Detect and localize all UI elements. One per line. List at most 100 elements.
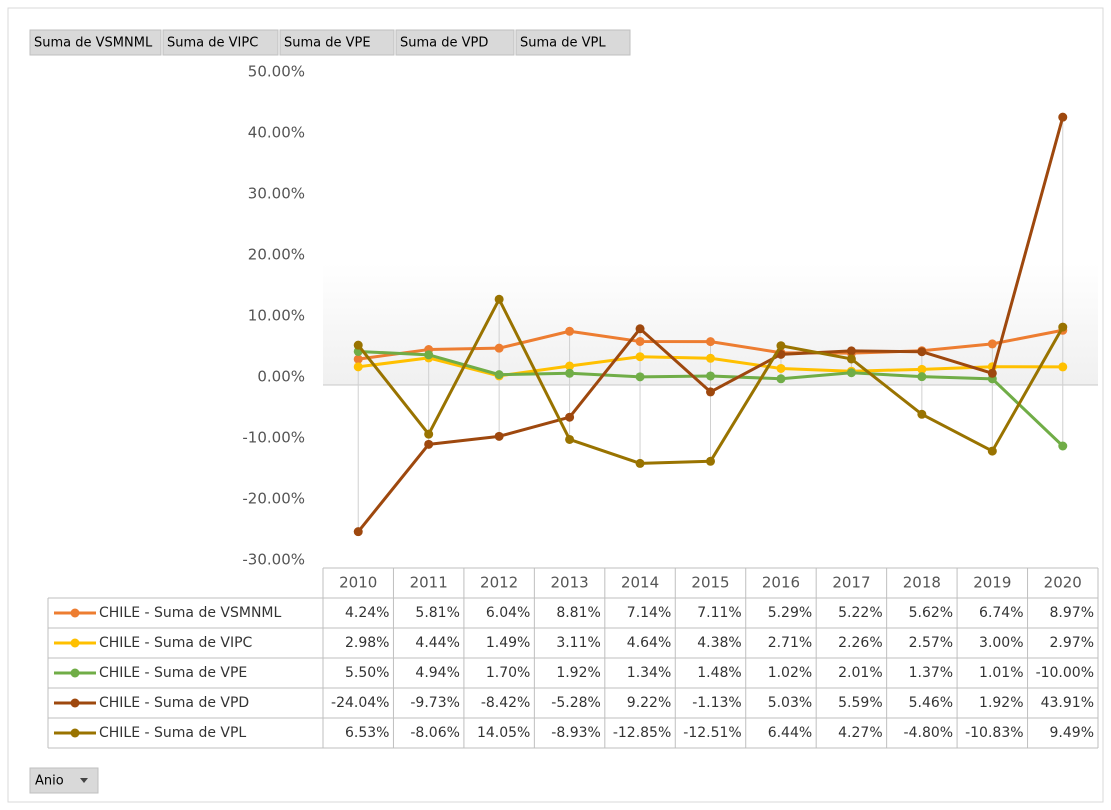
table-value: -4.80% [904, 725, 954, 741]
table-value: 2.26% [838, 635, 882, 651]
table-value: -8.93% [551, 725, 601, 741]
x-tick-label: 2011 [410, 574, 448, 592]
table-value: 9.49% [1050, 725, 1094, 741]
y-tick-label: 50.00% [248, 63, 305, 81]
table-value: 1.49% [486, 635, 530, 651]
dropdown-arrow [80, 778, 88, 783]
table-value: 5.62% [909, 605, 953, 621]
table-value: -10.83% [965, 725, 1023, 741]
row-field-button[interactable] [29, 767, 99, 794]
table-value: 4.44% [415, 635, 459, 651]
y-tick-label: 20.00% [248, 246, 305, 264]
data-point [635, 336, 645, 346]
data-point [635, 372, 645, 382]
data-point [987, 368, 997, 378]
table-value: -8.06% [410, 725, 460, 741]
data-point [494, 431, 504, 441]
data-point [353, 362, 363, 372]
table-value: -5.28% [551, 695, 601, 711]
data-point [917, 409, 927, 419]
table-value: 6.44% [768, 725, 812, 741]
data-point [706, 337, 715, 347]
table-value: 5.59% [838, 695, 882, 711]
table-value: -9.73% [410, 695, 460, 711]
data-point [565, 412, 575, 422]
table-value: -1.13% [692, 695, 742, 711]
data-point [494, 343, 504, 353]
table-value: 4.38% [697, 635, 741, 651]
table-value: 1.92% [556, 665, 600, 681]
table-value: 1.70% [486, 665, 530, 681]
legend-label: CHILE - Suma de VPD [99, 695, 249, 711]
data-point [565, 434, 575, 444]
data-point [565, 368, 575, 378]
table-value: 5.50% [345, 665, 389, 681]
field-button[interactable] [162, 29, 279, 56]
data-point [846, 368, 856, 378]
data-point [353, 527, 363, 537]
y-tick-label: -20.00% [242, 490, 305, 508]
table-value: 8.81% [556, 605, 600, 621]
field-button[interactable] [515, 29, 631, 56]
field-button[interactable] [395, 29, 515, 56]
legend-marker [70, 698, 80, 708]
data-point [706, 353, 715, 363]
data-point [917, 372, 927, 382]
table-value: 7.11% [697, 605, 741, 621]
table-value: 14.05% [477, 725, 530, 741]
table-value: 4.94% [415, 665, 459, 681]
table-value: 3.00% [979, 635, 1023, 651]
field-button[interactable] [279, 29, 395, 56]
legend-label: CHILE - Suma de VPE [99, 665, 247, 681]
data-point [565, 326, 575, 336]
x-tick-label: 2020 [1044, 574, 1082, 592]
data-point [353, 340, 363, 350]
field-button-label: Suma de VIPC [167, 36, 258, 51]
table-value: -12.85% [613, 725, 671, 741]
legend-marker [70, 608, 80, 618]
x-tick-label: 2014 [621, 574, 659, 592]
table-value: 5.29% [768, 605, 812, 621]
legend-marker [70, 728, 80, 738]
table-value: 7.14% [627, 605, 671, 621]
y-tick-label: -30.00% [242, 551, 305, 569]
table-value: 6.53% [345, 725, 389, 741]
legend-marker [70, 668, 80, 678]
data-point [776, 341, 786, 351]
table-value: 8.97% [1050, 605, 1094, 621]
table-value: 2.57% [909, 635, 953, 651]
data-point [706, 371, 715, 381]
field-button-label: Suma de VPD [400, 36, 488, 51]
x-tick-label: 2013 [550, 574, 588, 592]
legend-label: CHILE - Suma de VSMNML [99, 605, 282, 621]
x-tick-label: 2015 [691, 574, 729, 592]
x-tick-label: 2012 [480, 574, 518, 592]
table-value: 6.04% [486, 605, 530, 621]
data-point [1058, 362, 1068, 372]
data-point [776, 374, 786, 384]
data-point [1058, 322, 1068, 332]
table-value: 4.24% [345, 605, 389, 621]
x-tick-label: 2016 [762, 574, 800, 592]
data-point [706, 387, 715, 397]
table-value: 2.97% [1050, 635, 1094, 651]
table-value: -24.04% [331, 695, 389, 711]
x-tick-label: 2018 [903, 574, 941, 592]
table-value: 43.91% [1041, 695, 1094, 711]
data-point [424, 350, 434, 360]
legend-label: CHILE - Suma de VIPC [99, 635, 253, 651]
table-value: 5.81% [415, 605, 459, 621]
data-point [424, 439, 434, 449]
data-point [706, 456, 715, 466]
table-value: 3.11% [556, 635, 600, 651]
table-value: 1.34% [627, 665, 671, 681]
data-point [635, 352, 645, 362]
x-tick-label: 2019 [973, 574, 1011, 592]
table-value: 5.22% [838, 605, 882, 621]
chart-frame [7, 7, 1104, 803]
field-button-label: Suma de VPE [284, 36, 371, 51]
field-button[interactable] [29, 29, 162, 56]
field-button-label: Suma de VSMNML [34, 36, 153, 51]
data-point [776, 363, 786, 373]
data-point [1058, 112, 1068, 122]
